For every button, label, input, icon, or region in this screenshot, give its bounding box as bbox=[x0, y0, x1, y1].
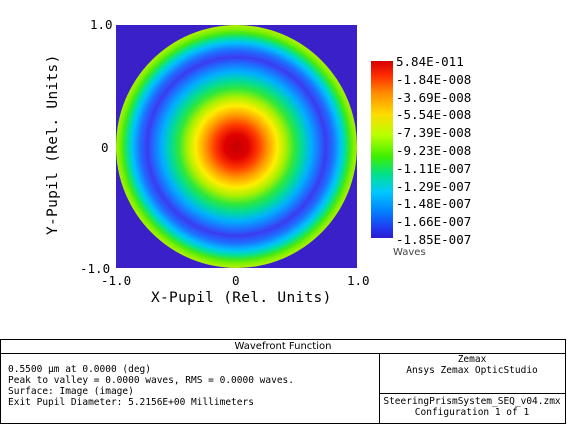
wavefront-pupil-map bbox=[116, 25, 357, 268]
color-scale-label: 5.84E-011 bbox=[396, 54, 464, 69]
configuration-label: Configuration 1 of 1 bbox=[414, 407, 530, 418]
y-tick-bottom: -1.0 bbox=[80, 261, 111, 276]
info-exit-pupil: Exit Pupil Diameter: 5.2156E+00 Millimet… bbox=[8, 397, 254, 408]
x-tick-mid: 0 bbox=[232, 273, 240, 288]
color-scale-label: -1.29E-007 bbox=[396, 178, 472, 194]
color-scale-units: Waves bbox=[393, 247, 426, 258]
x-axis-title: X-Pupil (Rel. Units) bbox=[151, 290, 332, 306]
x-tick-right: 1.0 bbox=[347, 273, 370, 288]
y-axis-title: Y-Pupil (Rel. Units) bbox=[45, 54, 61, 235]
info-title: Wavefront Function bbox=[234, 341, 332, 352]
color-scale-label: -1.85E-007 bbox=[396, 232, 472, 247]
info-surface: Surface: Image (image) bbox=[8, 386, 134, 397]
color-scale-label: -3.69E-008 bbox=[396, 89, 472, 105]
color-scale-label: -1.48E-007 bbox=[396, 196, 472, 212]
color-scale-label: -5.54E-008 bbox=[396, 107, 472, 123]
color-scale-bar bbox=[371, 61, 393, 238]
info-right-divider bbox=[379, 393, 565, 394]
info-wavelength: 0.5500 µm at 0.0000 (deg) bbox=[8, 364, 151, 375]
color-scale-label: -1.11E-007 bbox=[396, 160, 472, 176]
y-tick-top: 1.0 bbox=[90, 17, 113, 32]
info-title-bar: Wavefront Function bbox=[1, 340, 565, 354]
brand-name: Zemax bbox=[457, 354, 487, 365]
file-name: SteeringPrismSystem_SEQ_v04.zmx bbox=[383, 396, 561, 407]
brand-product: Ansys Zemax OpticStudio bbox=[406, 365, 538, 376]
color-scale-label: -7.39E-008 bbox=[396, 125, 472, 141]
color-scale-label: -1.66E-007 bbox=[396, 214, 472, 230]
info-peak-valley: Peak to valley = 0.0000 waves, RMS = 0.0… bbox=[8, 375, 294, 386]
y-tick-mid: 0 bbox=[101, 140, 109, 155]
info-divider bbox=[379, 353, 380, 423]
x-tick-left: -1.0 bbox=[101, 273, 132, 288]
color-scale-label: -1.84E-008 bbox=[396, 71, 472, 87]
info-panel: Wavefront Function 0.5500 µm at 0.0000 (… bbox=[0, 339, 566, 424]
color-scale-label: -9.23E-008 bbox=[396, 143, 472, 158]
